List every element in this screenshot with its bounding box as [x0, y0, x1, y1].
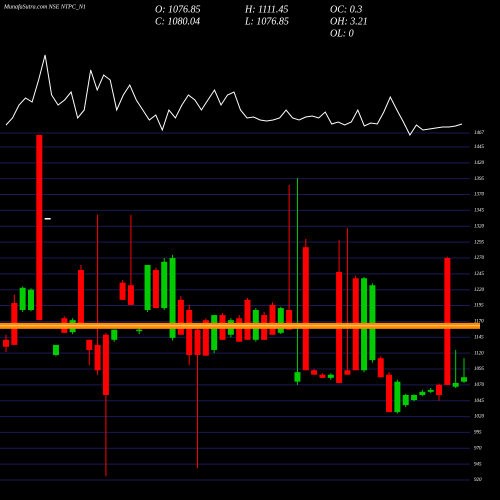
candle-body [169, 257, 176, 338]
y-tick-label: 1420 [474, 161, 485, 166]
y-tick-label: 1395 [474, 177, 485, 182]
candle-body [119, 282, 126, 300]
y-tick-label: 1145 [474, 335, 484, 340]
y-tick-label: 1345 [474, 209, 485, 214]
y-tick-label: 1070 [474, 383, 485, 388]
candle-body [436, 384, 443, 395]
candle-body [161, 261, 168, 309]
y-tick-label: 1370 [474, 193, 485, 198]
candle-body [36, 134, 43, 321]
candle-body [302, 247, 309, 371]
candle-body [94, 344, 101, 371]
candle-body [44, 218, 51, 220]
candle-body [294, 372, 301, 382]
y-tick-label: 1320 [474, 224, 485, 229]
candle-body [127, 285, 134, 305]
y-tick-label: 970 [474, 446, 482, 451]
candle-body [402, 394, 409, 406]
candle-body [461, 377, 467, 382]
y-tick-label: 1195 [474, 304, 484, 309]
candle-body [52, 344, 59, 356]
candle-body [369, 285, 376, 361]
candle-body [411, 394, 418, 401]
candle-body [77, 270, 84, 326]
candle-body [244, 299, 251, 340]
candle-body [377, 358, 384, 378]
candle-body [277, 308, 284, 333]
candle-body [236, 318, 243, 342]
info: O: 1076.85 [155, 4, 201, 15]
candle-body [394, 381, 401, 413]
candle-body [3, 339, 9, 347]
candle-body [444, 257, 451, 385]
candle-body [386, 374, 393, 413]
candle-body [19, 287, 26, 310]
y-tick-label: 1170 [474, 320, 484, 325]
chart-title: MunafaSutra.com NSE NTPC_N1 [3, 3, 86, 10]
info: C: 1080.04 [155, 16, 200, 27]
candle-body [177, 299, 184, 335]
candle-body [136, 329, 143, 332]
candle-body [202, 320, 209, 356]
ohlc-info: O: 1076.85 H: 1111.45 OC: 0.3 C: 1080.04… [155, 4, 368, 39]
y-tick-label: 920 [474, 478, 482, 483]
candle-body [344, 370, 351, 375]
candle-body [152, 270, 159, 309]
info: OL: 0 [330, 28, 354, 39]
candle-body [194, 329, 201, 356]
candle-body [319, 374, 326, 378]
candle-body [269, 304, 276, 335]
candle-body [102, 334, 109, 395]
candle-body [327, 374, 334, 378]
candle-body [111, 329, 118, 340]
candle-body [419, 391, 426, 395]
candle-body [211, 315, 218, 350]
candle-body [311, 370, 318, 375]
candle-body [186, 309, 193, 356]
y-tick-label: 1020 [474, 415, 485, 420]
y-tick-label: 1295 [474, 240, 485, 245]
candle-body [27, 289, 34, 310]
y-tick-label: 945 [474, 462, 482, 467]
candle-body [286, 309, 293, 330]
info: OH: 3.21 [330, 16, 368, 27]
y-tick-label: 1445 [474, 145, 485, 150]
info: OC: 0.3 [330, 4, 362, 15]
y-tick-label: 995 [474, 431, 482, 436]
indicator-line [5, 54, 463, 137]
candle-body [144, 264, 151, 310]
y-tick-label: 1270 [474, 256, 485, 261]
candle-body [427, 389, 434, 392]
info: L: 1076.85 [244, 16, 289, 27]
y-tick-label: 1095 [474, 367, 485, 372]
y-tick-label: 1045 [474, 399, 485, 404]
y-tick-label: 1245 [474, 272, 485, 277]
candle-body [452, 382, 459, 387]
candle-body [86, 339, 93, 350]
y-tick-label: 1467 [474, 131, 485, 136]
y-tick-label: 1120 [474, 351, 484, 356]
y-tick-label: 1220 [474, 288, 485, 293]
info: H: 1111.45 [244, 4, 288, 15]
